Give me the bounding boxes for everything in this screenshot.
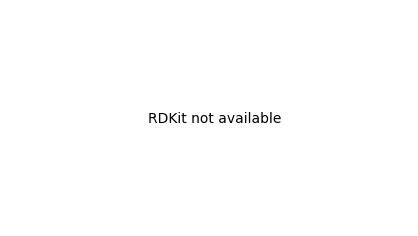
Text: RDKit not available: RDKit not available (148, 112, 281, 126)
